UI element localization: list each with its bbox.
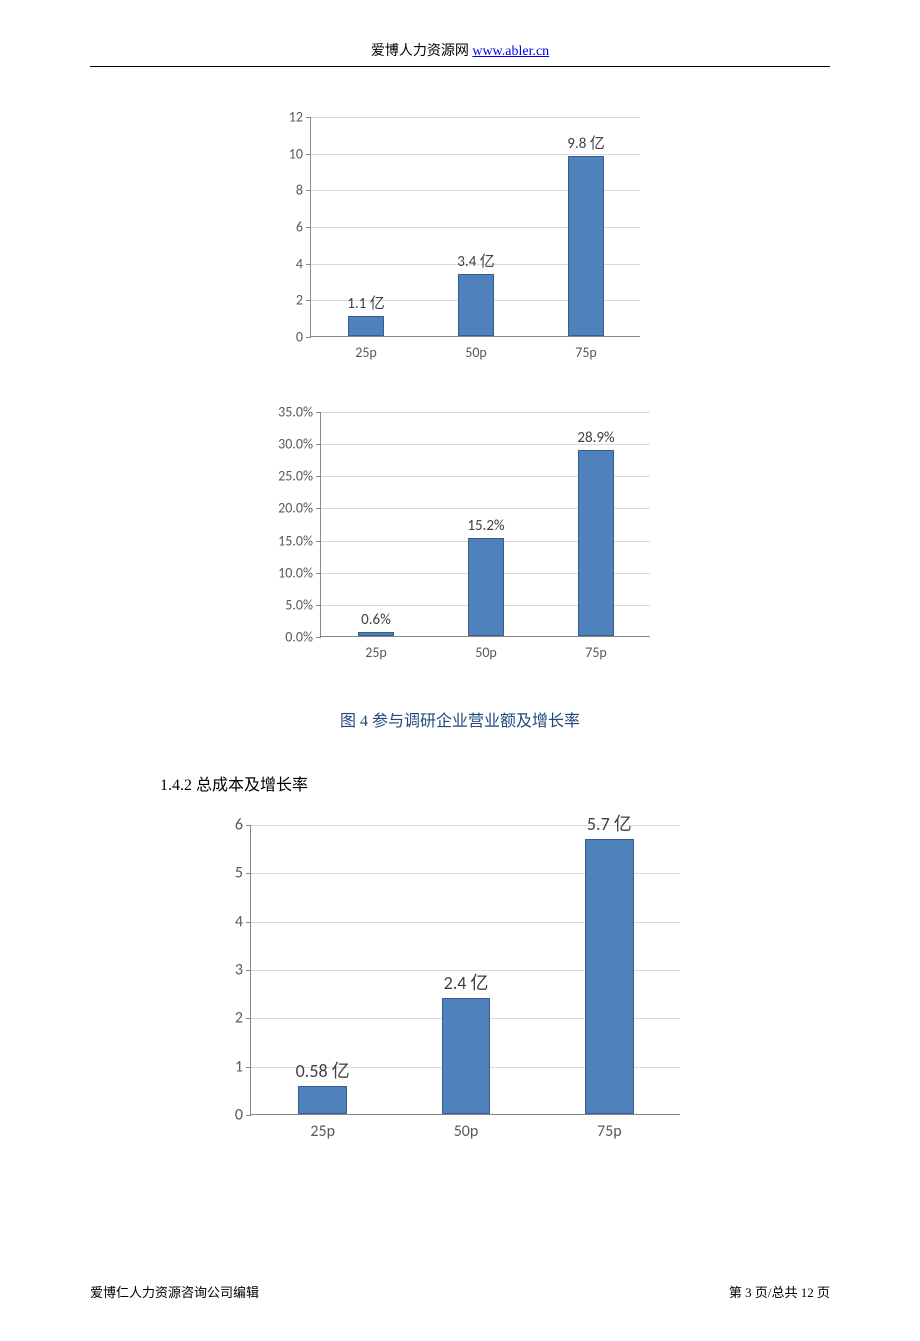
chart-bar [298, 1086, 347, 1114]
y-axis-label: 6 [296, 219, 311, 236]
x-axis-label: 50p [475, 636, 497, 661]
bar-value-label: 0.6% [361, 611, 391, 629]
y-axis-label: 5 [235, 864, 251, 883]
chart-bar [468, 538, 503, 636]
y-axis-label: 2 [235, 1009, 251, 1028]
header-link[interactable]: www.abler.cn [472, 44, 549, 59]
bar-value-label: 2.4 亿 [444, 969, 489, 995]
y-axis-label: 4 [235, 912, 251, 931]
growth-rate-chart: 0.0% 5.0% 10.0% 15.0% 20.0% 25.0% 30.0% 35.0% 0.… [250, 402, 670, 682]
cost-chart: 01234560.58 亿25p2.4 亿50p5.7 亿75p [205, 815, 715, 1165]
chart-bar [442, 998, 491, 1114]
x-axis-label: 50p [454, 1114, 479, 1141]
bar-value-label: 28.9% [577, 429, 614, 447]
y-axis-label: 5.0% [285, 596, 321, 613]
x-axis-label: 25p [355, 336, 377, 361]
footer-right: 第 3 页/总共 12 页 [729, 1282, 830, 1301]
bar-value-label: 1.1 亿 [347, 292, 384, 313]
chart-bar [578, 450, 613, 636]
y-axis-label: 10 [289, 145, 311, 162]
y-axis-label: 20.0% [278, 500, 321, 517]
y-axis-label: 12 [289, 109, 311, 126]
chart-bar [585, 839, 634, 1115]
y-axis-label: 10.0% [278, 564, 321, 581]
y-axis-label: 15.0% [278, 532, 321, 549]
y-axis-label: 1 [235, 1057, 251, 1076]
x-axis-label: 75p [575, 336, 597, 361]
y-axis-label: 4 [296, 255, 311, 272]
y-axis-label: 0 [296, 329, 311, 346]
y-axis-label: 35.0% [278, 404, 321, 421]
revenue-chart: 0 2 4 6 8 10 12 1.1 亿 25p 3.4 亿 50p 9.8 亿 75p [255, 107, 665, 377]
y-axis-label: 0 [235, 1106, 251, 1125]
x-axis-label: 75p [585, 636, 607, 661]
section-heading: 1.4.2 总成本及增长率 [160, 771, 830, 795]
chart-bar [458, 274, 493, 336]
header-site-name: 爱博人力资源网 [371, 44, 469, 59]
bar-value-label: 5.7 亿 [587, 810, 632, 836]
x-axis-label: 50p [465, 336, 487, 361]
footer-left: 爱博仁人力资源咨询公司编辑 [90, 1282, 259, 1301]
y-axis-label: 25.0% [278, 468, 321, 485]
page-footer: 爱博仁人力资源咨询公司编辑 第 3 页/总共 12 页 [90, 1282, 830, 1301]
y-axis-label: 3 [235, 961, 251, 980]
y-axis-label: 2 [296, 292, 311, 309]
bar-value-label: 0.58 亿 [296, 1057, 350, 1083]
chart-bar [568, 156, 603, 336]
page-header: 爱博人力资源网 www.abler.cn [90, 40, 830, 67]
figure-caption: 图 4 参与调研企业营业额及增长率 [90, 707, 830, 731]
bar-value-label: 3.4 亿 [457, 250, 494, 271]
chart-bar [348, 316, 383, 336]
y-axis-label: 6 [235, 816, 251, 835]
x-axis-label: 25p [310, 1114, 335, 1141]
y-axis-label: 8 [296, 182, 311, 199]
y-axis-label: 30.0% [278, 436, 321, 453]
x-axis-label: 75p [597, 1114, 622, 1141]
bar-value-label: 15.2% [467, 517, 504, 535]
y-axis-label: 0.0% [285, 629, 321, 646]
x-axis-label: 25p [365, 636, 387, 661]
bar-value-label: 9.8 亿 [567, 132, 604, 153]
